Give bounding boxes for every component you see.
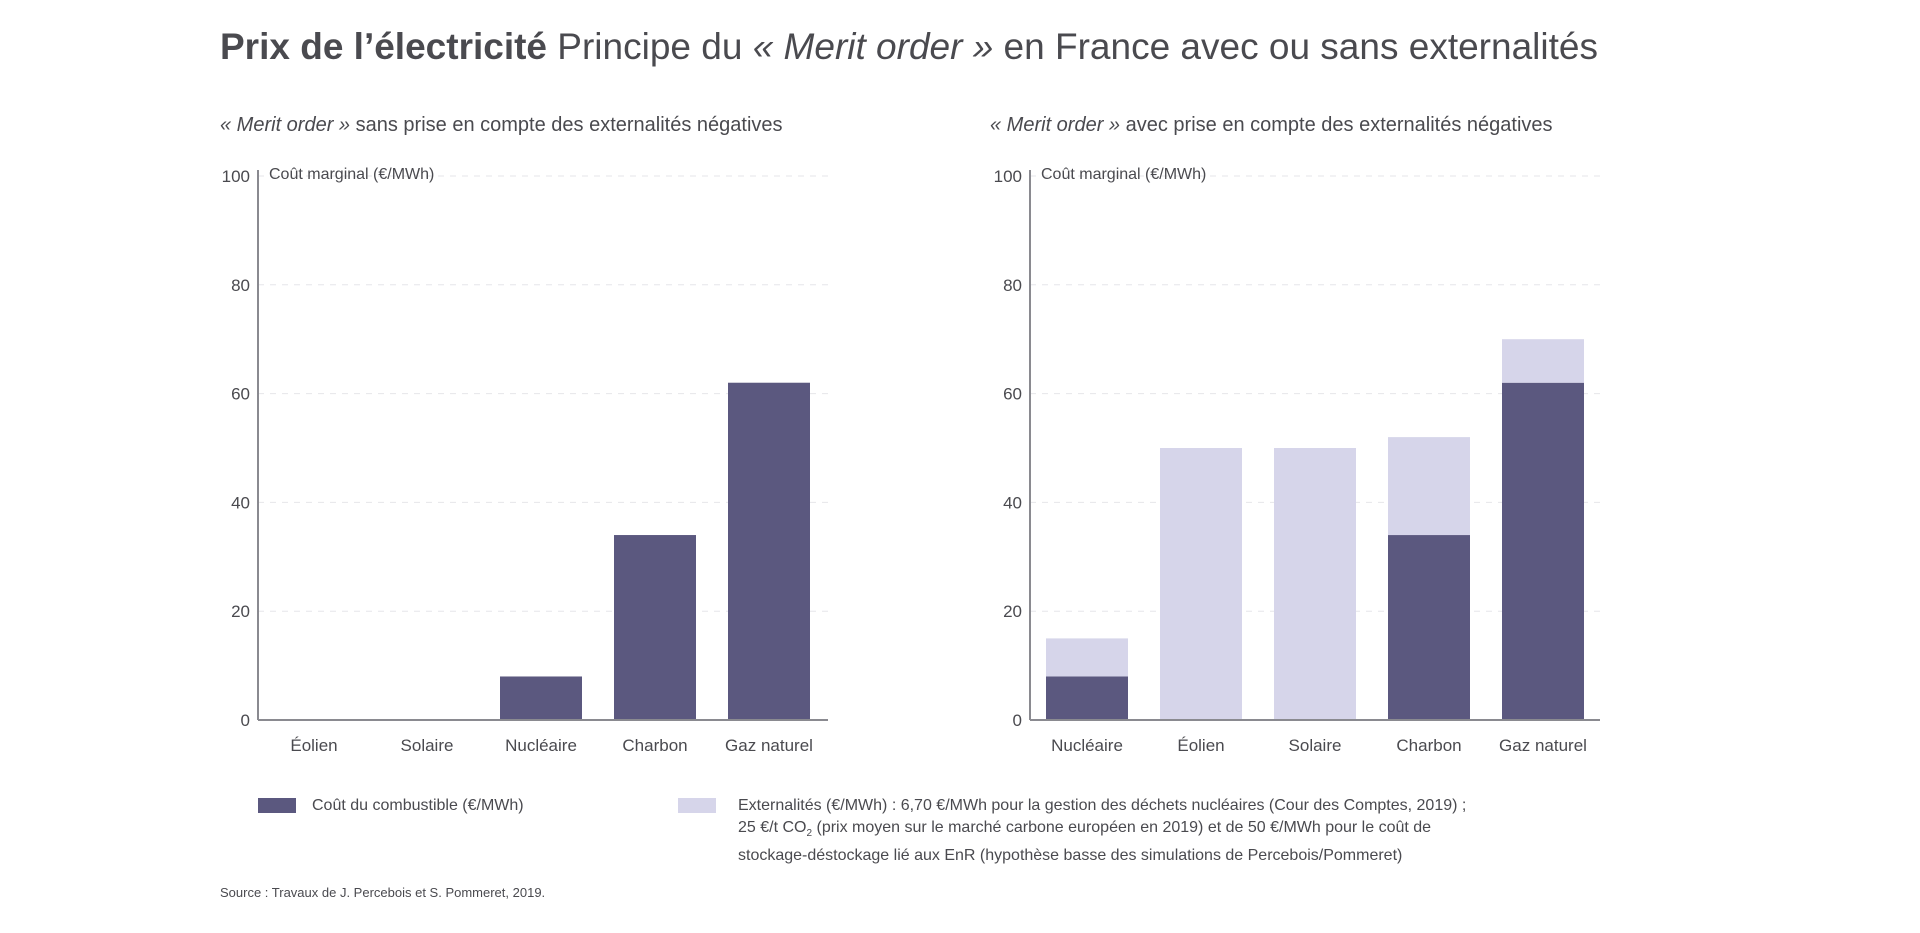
right-subtitle-rest: avec prise en compte des externalités né… [1120,114,1553,136]
title-bold: Prix de l’électricité [220,26,548,67]
bar-fuel [1046,676,1128,720]
x-tick-label: Nucléaire [505,736,577,755]
bar-fuel [1502,382,1584,720]
bar-externality [1274,448,1356,720]
bar-fuel [1388,535,1470,720]
y-tick-label: 80 [1003,276,1022,295]
legend-ext-line3: stockage-déstockage lié aux EnR (hypothè… [738,847,1403,865]
title-rest-italic: « Merit order » [752,26,994,67]
y-tick-label: 20 [231,602,250,621]
title-rest-prefix: Principe du [557,26,753,67]
x-tick-label: Charbon [622,736,687,755]
y-tick-label: 0 [1013,711,1022,730]
legend-ext-line2-b: (prix moyen sur le marché carbone europé… [812,819,1432,836]
x-tick-label: Charbon [1396,736,1461,755]
legend-ext-line2-sub: 2 [806,828,813,840]
legend-swatch-fuel [258,798,296,813]
y-tick-label: 60 [1003,385,1022,404]
y-tick-label: 40 [1003,493,1022,512]
legend-swatch-externality [678,798,716,813]
y-tick-label: 100 [994,167,1022,186]
right-subtitle-italic: « Merit order » [990,114,1121,136]
source-note: Source : Travaux de J. Percebois et S. P… [220,885,546,900]
bar-fuel [728,382,810,720]
y-axis-label: Coût marginal (€/MWh) [1041,166,1206,183]
y-tick-label: 80 [231,276,250,295]
bar-externality [1388,437,1470,536]
page-title: Prix de l’électricité Principe du « Meri… [220,26,1598,68]
bar-fuel [614,535,696,720]
x-tick-label: Gaz naturel [725,736,813,755]
y-axis-label: Coût marginal (€/MWh) [269,166,434,183]
legend-ext-line2: 25 €/t CO2 (prix moyen sur le marché car… [738,817,1466,845]
bar-externality [1046,638,1128,677]
legend-ext-line1: Externalités (€/MWh) : 6,70 €/MWh pour l… [738,797,1467,814]
x-tick-label: Nucléaire [1051,736,1123,755]
x-tick-label: Solaire [401,736,454,755]
y-tick-label: 0 [241,711,250,730]
title-rest-suffix: en France avec ou sans externalités [993,26,1598,67]
x-tick-label: Éolien [290,736,337,755]
y-tick-label: 60 [231,385,250,404]
left-subtitle-rest: sans prise en compte des externalités né… [350,114,783,136]
bar-externality [1160,448,1242,720]
legend-ext-line2-a: 25 €/t CO [738,819,807,836]
right-chart-subtitle: « Merit order » avec prise en compte des… [990,114,1553,137]
left-chart-subtitle: « Merit order » sans prise en compte des… [220,114,783,137]
x-tick-label: Gaz naturel [1499,736,1587,755]
x-tick-label: Solaire [1289,736,1342,755]
y-tick-label: 20 [1003,602,1022,621]
bar-fuel [500,676,582,720]
left-subtitle-italic: « Merit order » [220,114,351,136]
y-tick-label: 40 [231,493,250,512]
y-tick-label: 100 [222,167,250,186]
legend-externality-text: Externalités (€/MWh) : 6,70 €/MWh pour l… [738,795,1466,867]
x-tick-label: Éolien [1177,736,1224,755]
legend-fuel-label: Coût du combustible (€/MWh) [312,797,524,814]
bar-externality [1502,339,1584,383]
